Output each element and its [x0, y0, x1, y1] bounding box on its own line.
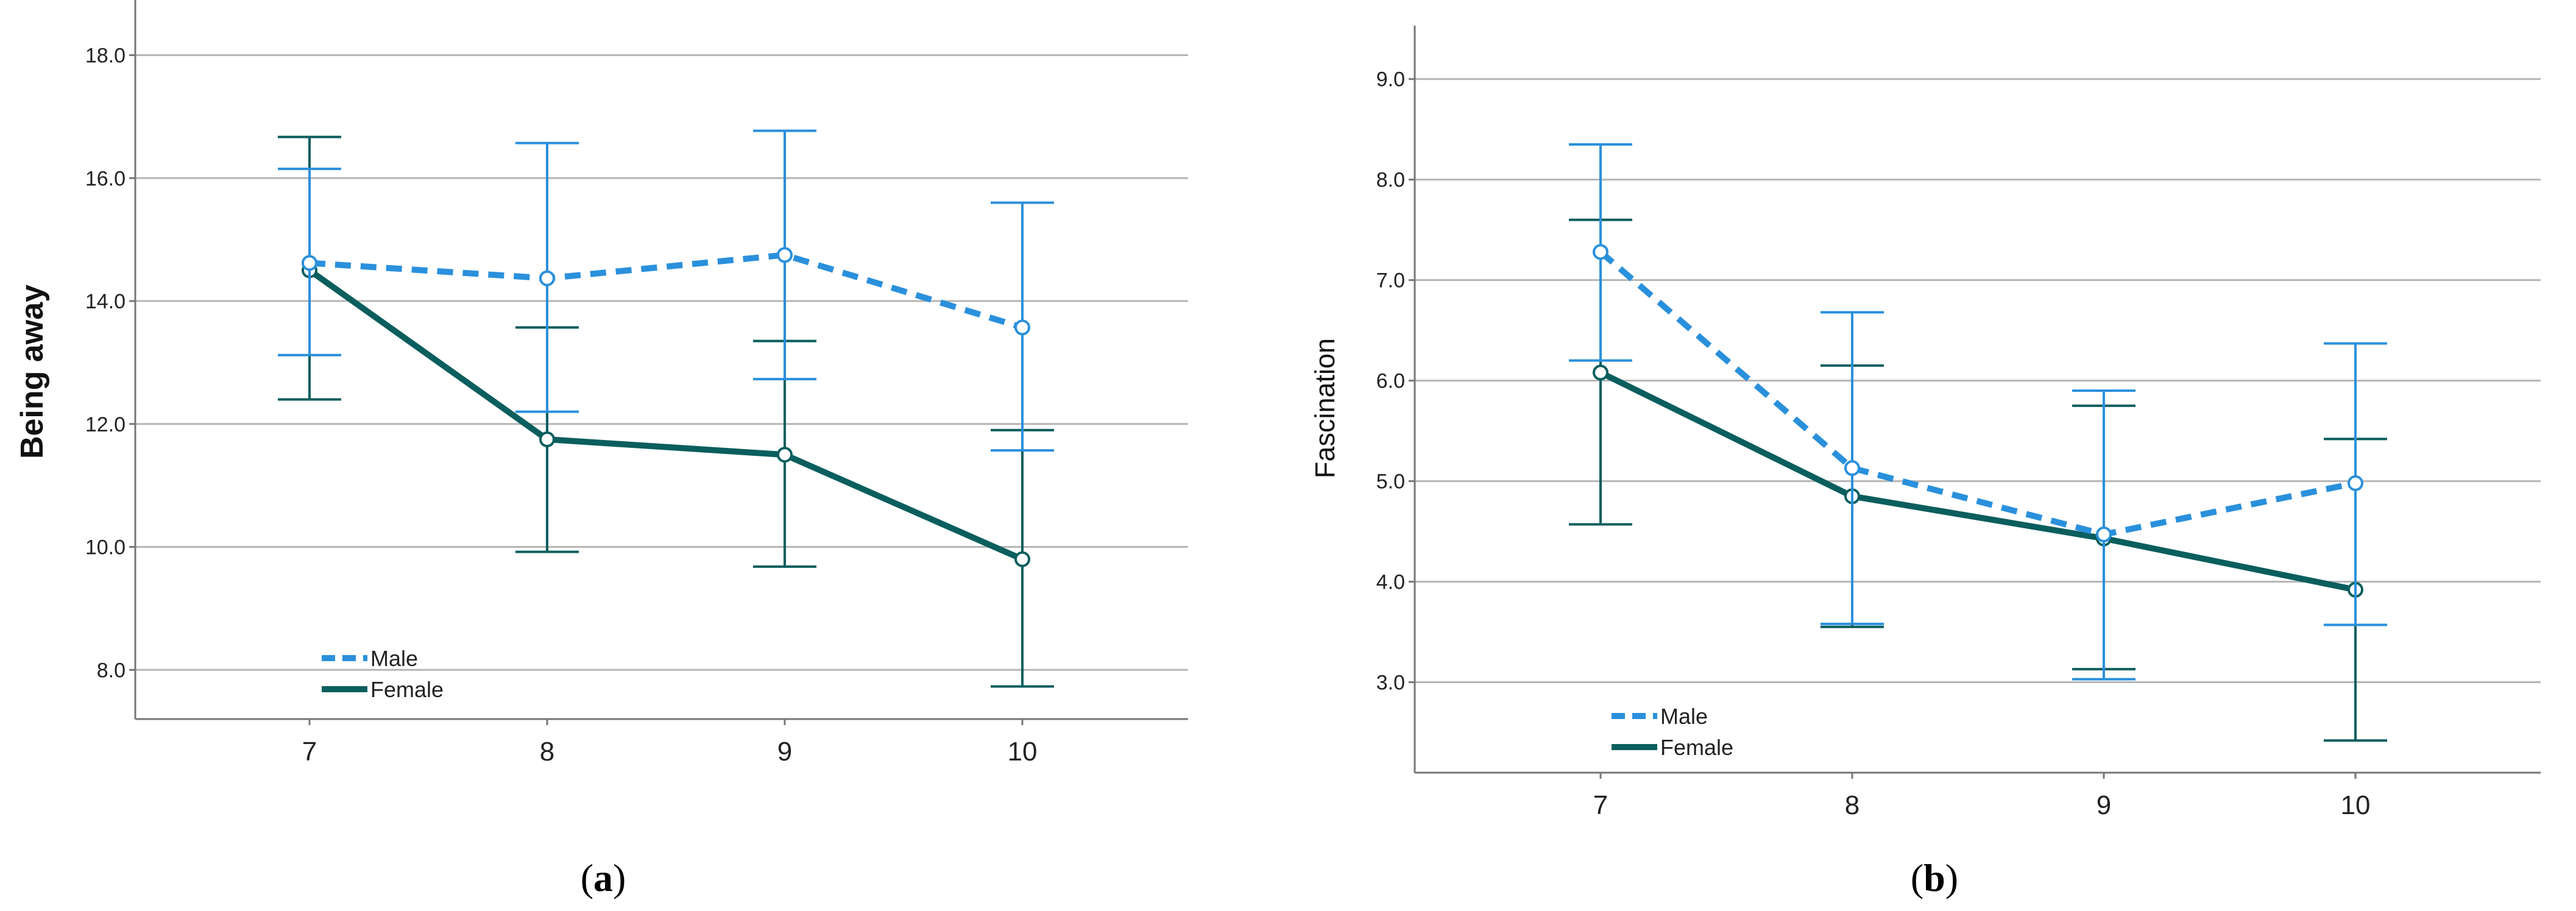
- x-tick-label: 7: [302, 737, 317, 767]
- x-tick-label: 9: [2097, 790, 2111, 820]
- y-tick-label: 3.0: [1376, 672, 1405, 695]
- series-male: [1569, 143, 2387, 681]
- y-tick-label: 16.0: [85, 167, 126, 190]
- series-male: [278, 129, 1054, 452]
- panel-caption: (b): [1911, 856, 1958, 899]
- data-point-marker: [1014, 319, 1030, 336]
- legend-label-male: Male: [1660, 704, 1708, 729]
- caption-open-paren: (: [1911, 856, 1923, 899]
- legend: Male Female: [322, 646, 444, 702]
- y-tick-label: 8.0: [97, 659, 126, 682]
- caption-letter: b: [1923, 856, 1945, 899]
- data-point-marker: [777, 447, 793, 463]
- data-point-marker: [2348, 475, 2363, 491]
- data-point-marker: [2096, 526, 2112, 543]
- caption-close-paren: ): [1945, 856, 1958, 899]
- x-tick-label: 8: [1845, 790, 1859, 820]
- y-axis-label: Being away: [15, 285, 50, 459]
- y-tick-label: 14.0: [85, 290, 126, 313]
- y-tick-label: 10.0: [85, 536, 126, 559]
- legend-label-female: Female: [1660, 735, 1733, 760]
- x-tick-label: 7: [1593, 790, 1608, 820]
- y-tick-label: 7.0: [1376, 269, 1405, 292]
- panel-a-being-away-chart: 8.0 10.0 12.0 14.0 16.0 18.0 7 8 9 10 Being away Ma…: [15, 0, 1188, 899]
- y-tick-label: 8.0: [1376, 169, 1405, 192]
- data-point-marker: [1593, 364, 1608, 381]
- y-tick-label: 12.0: [85, 413, 126, 436]
- x-tick-label: 8: [540, 737, 554, 767]
- data-point-marker: [302, 255, 317, 271]
- series-line: [1599, 369, 2356, 593]
- y-tick-label: 6.0: [1376, 370, 1405, 393]
- x-tick-label: 10: [1008, 737, 1038, 767]
- series-line: [308, 268, 1024, 562]
- y-axis-label: Fascination: [1309, 338, 1340, 478]
- panel-b-fascination-chart: 3.0 4.0 5.0 6.0 7.0 8.0 9.0 7 8 9 10 Fascination Mal…: [1309, 26, 2541, 899]
- data-point-marker: [539, 431, 555, 448]
- x-tick-label: 10: [2341, 790, 2371, 820]
- legend-label-male: Male: [370, 646, 418, 671]
- legend-label-female: Female: [370, 677, 444, 702]
- panel-caption: (a): [581, 856, 626, 899]
- data-point-marker: [777, 247, 793, 263]
- data-point-marker: [1014, 551, 1030, 567]
- caption-open-paren: (: [581, 856, 593, 899]
- legend: Male Female: [1612, 704, 1733, 760]
- y-tick-label: 18.0: [85, 44, 126, 68]
- data-point-marker: [539, 270, 555, 286]
- y-tick-label: 9.0: [1376, 68, 1405, 91]
- series-line: [1598, 249, 2356, 538]
- series-line: [309, 252, 1024, 331]
- data-point-marker: [1844, 460, 1860, 477]
- data-point-marker: [1593, 244, 1608, 260]
- caption-letter: a: [593, 856, 613, 899]
- y-tick-label: 5.0: [1376, 470, 1405, 494]
- x-tick-label: 9: [777, 737, 792, 767]
- series-female: [278, 135, 1054, 688]
- y-tick-label: 4.0: [1376, 571, 1405, 594]
- caption-close-paren: ): [613, 856, 626, 899]
